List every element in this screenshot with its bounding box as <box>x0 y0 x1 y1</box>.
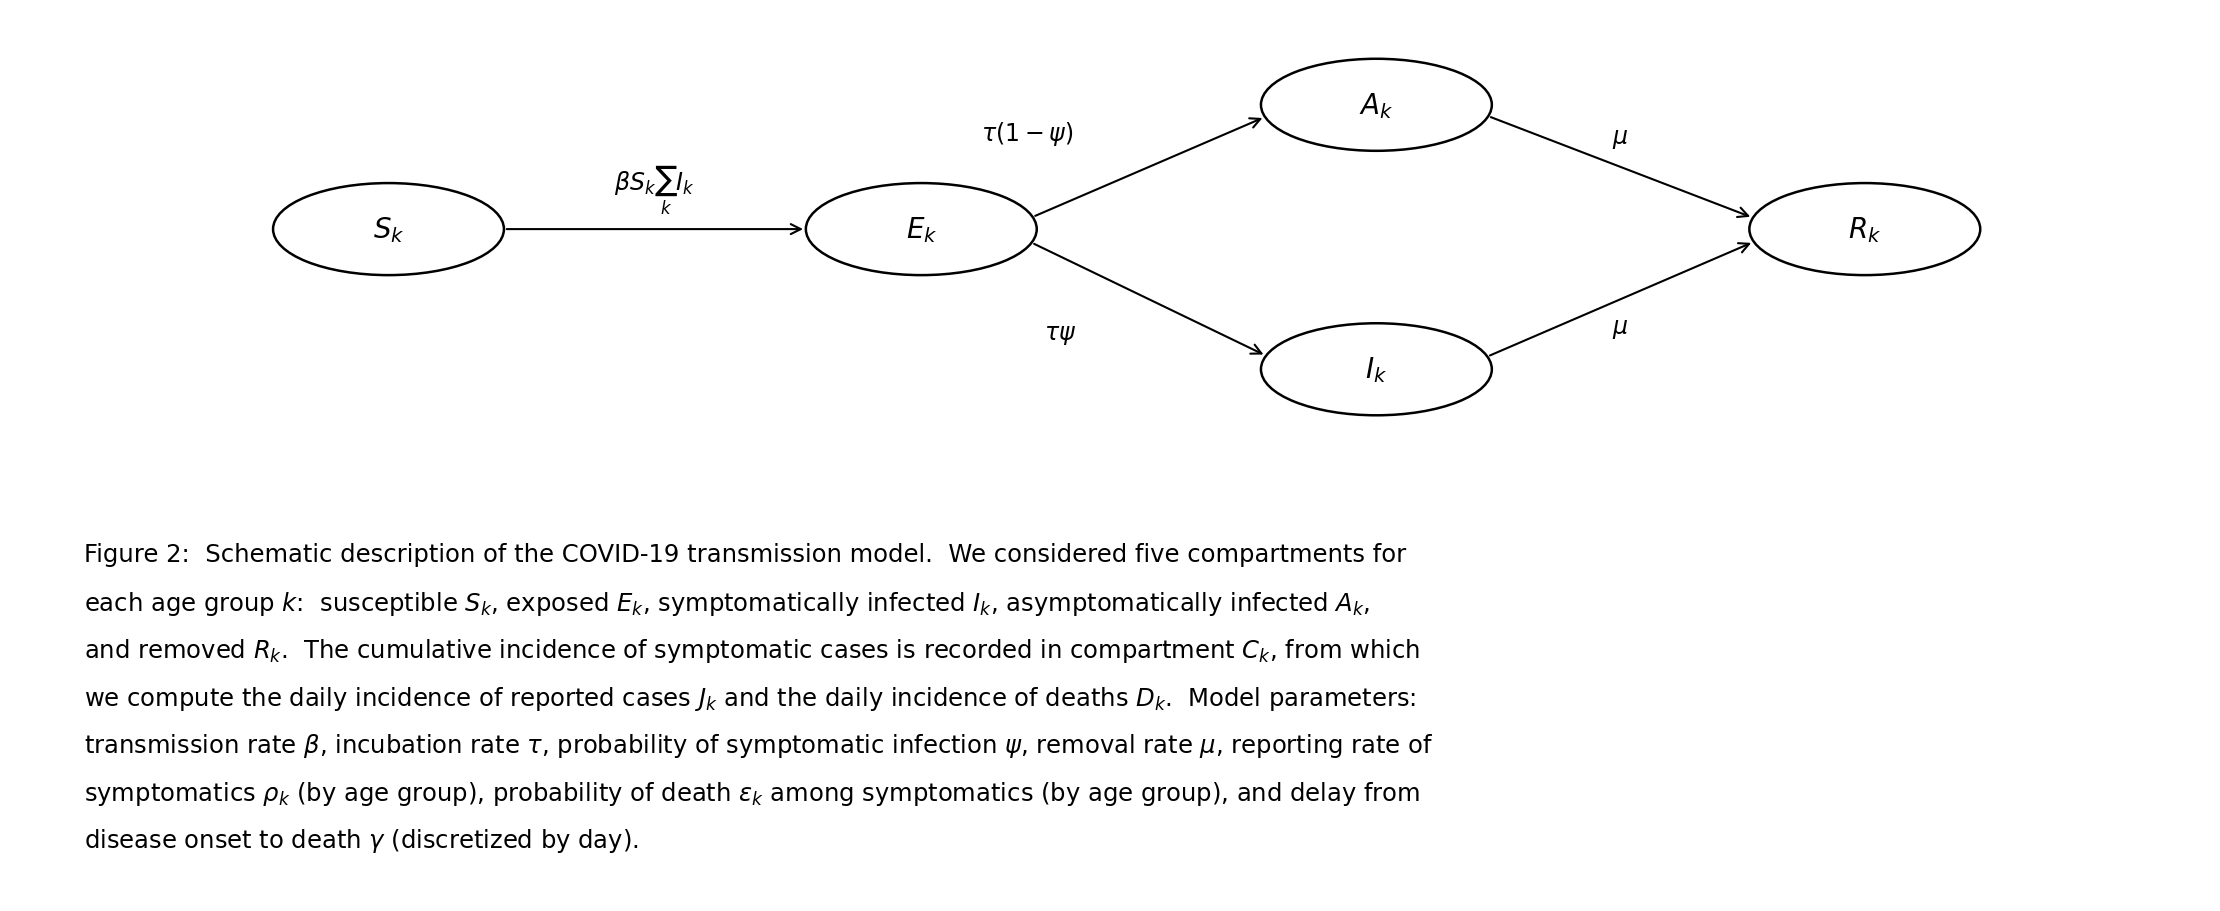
Text: $\beta S_k \sum_k I_k$: $\beta S_k \sum_k I_k$ <box>615 163 695 217</box>
Text: $\mu$: $\mu$ <box>1612 317 1629 341</box>
Text: each age group $k$:  susceptible $S_k$, exposed $E_k$, symptomatically infected : each age group $k$: susceptible $S_k$, e… <box>84 589 1370 618</box>
Text: $\tau(1-\psi)$: $\tau(1-\psi)$ <box>981 119 1072 148</box>
Ellipse shape <box>273 184 504 276</box>
Text: $S_k$: $S_k$ <box>373 215 404 245</box>
Text: $\mu$: $\mu$ <box>1612 127 1629 150</box>
Text: transmission rate $\beta$, incubation rate $\tau$, probability of symptomatic in: transmission rate $\beta$, incubation ra… <box>84 732 1434 760</box>
Text: we compute the daily incidence of reported cases $J_k$ and the daily incidence o: we compute the daily incidence of report… <box>84 684 1416 712</box>
Text: symptomatics $\rho_k$ (by age group), probability of death $\epsilon_k$ among sy: symptomatics $\rho_k$ (by age group), pr… <box>84 779 1421 807</box>
Text: $A_k$: $A_k$ <box>1359 91 1394 120</box>
Text: $\tau\psi$: $\tau\psi$ <box>1043 322 1077 346</box>
Text: $R_k$: $R_k$ <box>1849 215 1880 245</box>
Text: disease onset to death $\gamma$ (discretized by day).: disease onset to death $\gamma$ (discret… <box>84 826 639 855</box>
Text: $I_k$: $I_k$ <box>1365 355 1388 384</box>
Ellipse shape <box>1749 184 1980 276</box>
Text: $E_k$: $E_k$ <box>906 215 937 245</box>
Ellipse shape <box>1261 60 1492 151</box>
Text: and removed $R_k$.  The cumulative incidence of symptomatic cases is recorded in: and removed $R_k$. The cumulative incide… <box>84 637 1421 665</box>
Ellipse shape <box>1261 324 1492 415</box>
Text: Figure 2:  Schematic description of the COVID-19 transmission model.  We conside: Figure 2: Schematic description of the C… <box>84 542 1407 566</box>
Ellipse shape <box>806 184 1037 276</box>
